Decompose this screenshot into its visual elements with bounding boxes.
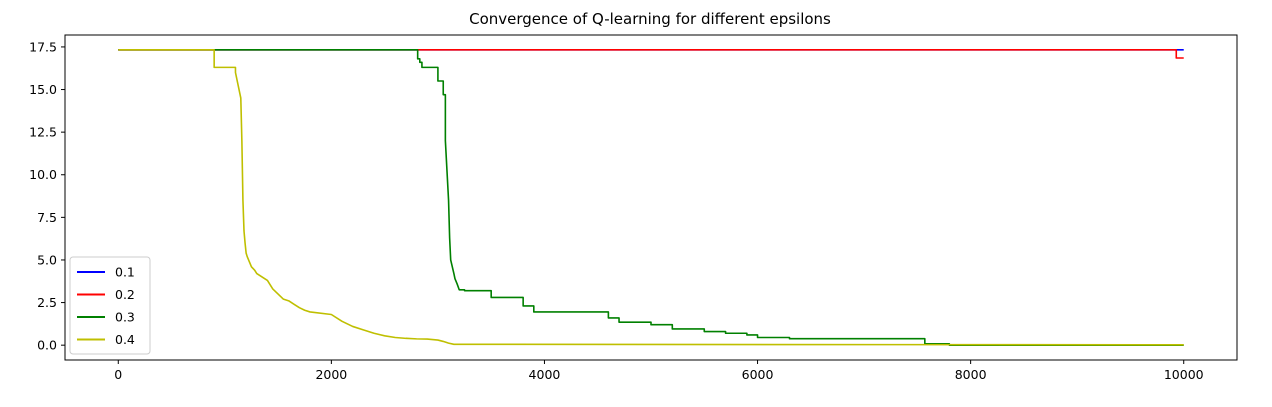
y-tick-label: 17.5 — [29, 39, 57, 54]
y-tick-label: 7.5 — [37, 210, 57, 225]
chart-title: Convergence of Q-learning for different … — [469, 10, 831, 28]
legend-label-0.3: 0.3 — [115, 310, 135, 325]
series-line-0.3 — [118, 49, 1184, 346]
legend: 0.1 0.2 0.3 0.4 — [69, 256, 151, 355]
y-tick-label: 10.0 — [29, 167, 57, 182]
x-tick-label: 10000 — [1164, 367, 1204, 382]
x-tick-label: 4000 — [529, 367, 561, 382]
x-tick-label: 2000 — [315, 367, 347, 382]
legend-label-0.2: 0.2 — [115, 287, 135, 302]
series-layer — [118, 49, 1184, 346]
x-tick-label: 0 — [114, 367, 122, 382]
y-tick-label: 0.0 — [37, 338, 57, 353]
legend-label-0.1: 0.1 — [115, 265, 135, 280]
series-line-0.2 — [118, 49, 1184, 59]
y-tick-label: 12.5 — [29, 125, 57, 140]
y-tick-label: 5.0 — [37, 252, 57, 267]
series-line-0.4 — [118, 49, 1184, 346]
x-tick-label: 8000 — [955, 367, 987, 382]
plot-frame — [64, 34, 1238, 361]
y-tick-label: 15.0 — [29, 82, 57, 97]
legend-label-0.4: 0.4 — [115, 332, 135, 347]
x-tick-label: 6000 — [742, 367, 774, 382]
ticks-layer: 0 2000 4000 6000 8000 10000 0.0 2.5 5.0 7.5 10.0 12… — [29, 39, 1203, 382]
legend-box — [69, 256, 151, 355]
y-tick-label: 2.5 — [37, 295, 57, 310]
